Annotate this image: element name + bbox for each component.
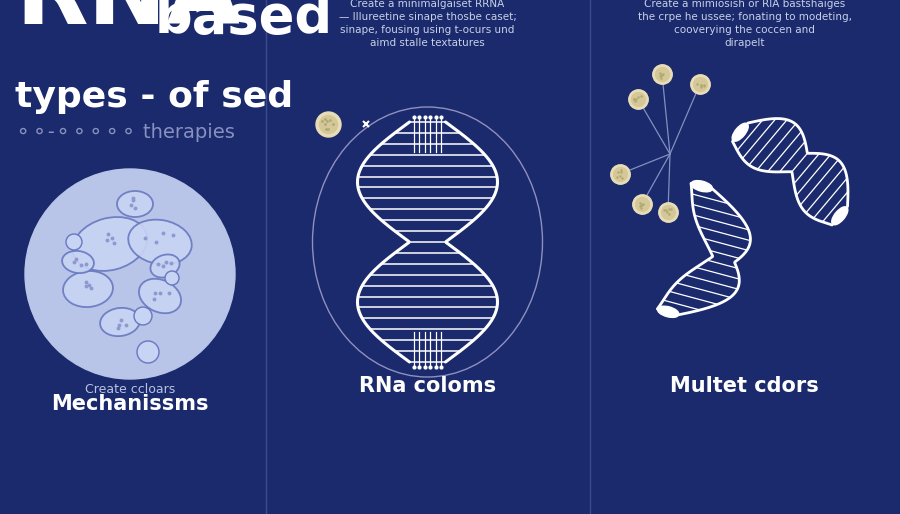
Ellipse shape (139, 279, 181, 313)
Circle shape (25, 169, 235, 379)
Ellipse shape (129, 219, 192, 264)
Text: the crpe he ussee; fonating to modeting,: the crpe he ussee; fonating to modeting, (638, 12, 851, 22)
Text: aimd stalle textatures: aimd stalle textatures (370, 38, 485, 48)
Text: Create a minimalgaiset RRNA: Create a minimalgaiset RRNA (350, 0, 505, 9)
Ellipse shape (832, 207, 848, 225)
Text: Create a mimiosish or RIA bastshaiges: Create a mimiosish or RIA bastshaiges (644, 0, 845, 9)
Circle shape (137, 341, 159, 363)
Circle shape (165, 271, 179, 285)
Text: Multet cdors: Multet cdors (670, 376, 819, 396)
Circle shape (66, 234, 82, 250)
Ellipse shape (150, 254, 180, 278)
Text: sinape, fousing using t-ocurs und: sinape, fousing using t-ocurs und (340, 25, 515, 35)
Ellipse shape (733, 123, 748, 141)
Text: — Illureetine sinape thosbe caset;: — Illureetine sinape thosbe caset; (338, 12, 517, 22)
Text: ⚬⚬-⚬⚬⚬⚬⚬ therapies: ⚬⚬-⚬⚬⚬⚬⚬ therapies (15, 123, 235, 142)
Circle shape (134, 307, 152, 325)
Text: RNa coloms: RNa coloms (359, 376, 496, 396)
Text: Create ccloars: Create ccloars (85, 383, 176, 396)
Ellipse shape (658, 306, 679, 317)
Ellipse shape (63, 271, 113, 307)
Text: based: based (155, 0, 333, 44)
Ellipse shape (73, 217, 148, 271)
Ellipse shape (117, 191, 153, 217)
Text: dirapelt: dirapelt (724, 38, 765, 48)
Ellipse shape (62, 251, 94, 273)
Text: types - of sed: types - of sed (15, 80, 293, 114)
Text: Mechanissms: Mechanissms (51, 394, 209, 414)
Ellipse shape (691, 180, 713, 192)
Text: cooverying the coccen and: cooverying the coccen and (674, 25, 815, 35)
Text: RNA: RNA (15, 0, 239, 44)
Ellipse shape (100, 308, 140, 336)
